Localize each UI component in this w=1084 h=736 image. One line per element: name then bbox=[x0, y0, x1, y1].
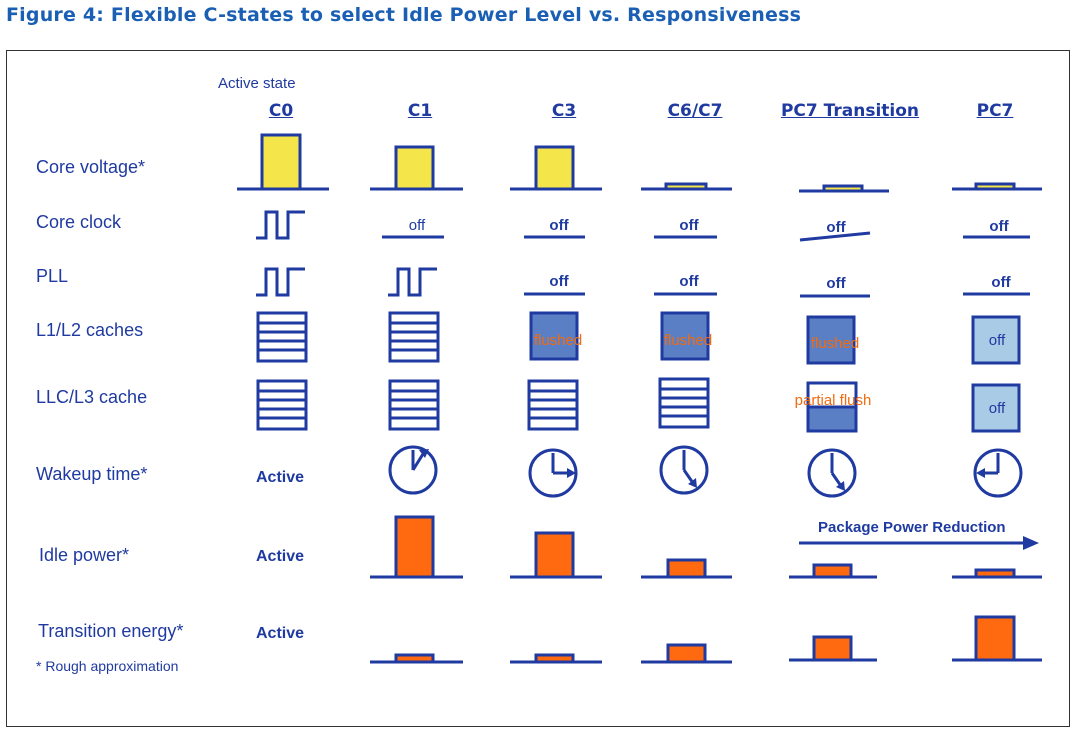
idle-power-c1-bar bbox=[370, 515, 463, 579]
core-voltage-c1-icon bbox=[370, 145, 463, 191]
llc-cache-c0-icon bbox=[256, 379, 308, 431]
wakeup-c1-clock-icon bbox=[388, 445, 438, 495]
core-voltage-pc7-icon bbox=[952, 182, 1042, 191]
core-clock-pc7-off: off bbox=[989, 218, 1009, 235]
row-label-llc-l3-cache: LLC/L3 cache bbox=[36, 387, 148, 407]
l1l2-cache-pc7t-flushed-icon bbox=[806, 315, 856, 365]
transition-energy-pc7t-bar bbox=[789, 635, 877, 662]
row-label-l1l2-caches: L1/L2 caches bbox=[36, 320, 144, 340]
idle-power-pc7-bar bbox=[952, 568, 1042, 579]
column-header-c0: C0 bbox=[268, 101, 294, 121]
core-clock-c0-waveform-icon bbox=[256, 210, 305, 240]
llc-cache-c1-icon bbox=[388, 379, 440, 431]
row-label-wakeup-time: Wakeup time* bbox=[36, 464, 148, 484]
core-clock-c6c7-off: off bbox=[679, 217, 699, 234]
idle-power-c3-bar bbox=[510, 531, 602, 579]
pll-pc7t-off: off bbox=[826, 275, 846, 292]
package-power-reduction-arrow bbox=[799, 536, 1039, 550]
l1l2-c6c7-flushed-label: flushed bbox=[663, 332, 713, 349]
row-label-pll: PLL bbox=[36, 266, 69, 286]
transition-energy-c3-bar bbox=[510, 653, 602, 664]
row-label-transition-energy: Transition energy* bbox=[38, 621, 184, 641]
package-power-reduction-label: Package Power Reduction bbox=[818, 519, 1006, 536]
wakeup-c0-active: Active bbox=[255, 469, 305, 486]
pll-c6c7-off: off bbox=[679, 273, 699, 290]
column-header-c6c7: C6/C7 bbox=[667, 101, 723, 121]
active-state-caption: Active state bbox=[218, 75, 296, 92]
core-voltage-c3-icon bbox=[510, 145, 602, 191]
core-voltage-c6c7-icon bbox=[641, 182, 732, 191]
column-header-pc7-transition: PC7 Transition bbox=[780, 101, 920, 121]
l1l2-cache-c0-icon bbox=[256, 311, 308, 363]
pll-c3-off: off bbox=[549, 273, 569, 290]
wakeup-c3-clock-icon bbox=[528, 448, 578, 498]
row-label-idle-power: Idle power* bbox=[39, 545, 130, 565]
column-header-c1: C1 bbox=[407, 101, 433, 121]
l1l2-cache-pc7-off-icon bbox=[971, 315, 1021, 365]
pll-c0-waveform-icon bbox=[256, 267, 305, 297]
wakeup-pc7-clock-icon bbox=[973, 448, 1023, 498]
wakeup-pc7t-clock-icon bbox=[807, 448, 857, 498]
transition-energy-c1-bar bbox=[370, 653, 463, 664]
transition-energy-c0-active: Active bbox=[255, 625, 305, 642]
transition-energy-c6c7-bar bbox=[641, 643, 732, 664]
llc-cache-pc7-off-icon bbox=[971, 383, 1021, 433]
l1l2-c3-flushed-label: flushed bbox=[533, 332, 583, 349]
transition-energy-pc7-bar bbox=[952, 615, 1042, 662]
core-clock-c3-off: off bbox=[549, 217, 569, 234]
l1l2-pc7t-flushed-label: flushed bbox=[810, 335, 860, 352]
core-clock-pc7t-off-line bbox=[799, 231, 871, 242]
idle-power-c0-active: Active bbox=[255, 548, 305, 565]
core-clock-pc7t-off: off bbox=[826, 219, 846, 236]
llc-cache-c6c7-icon bbox=[658, 377, 710, 429]
core-voltage-c0-icon bbox=[237, 133, 329, 191]
wakeup-c6c7-clock-icon bbox=[659, 445, 709, 495]
core-clock-c1-off: off bbox=[408, 217, 426, 234]
pll-c1-waveform-icon bbox=[388, 267, 437, 297]
footnote: * Rough approximation bbox=[36, 658, 179, 674]
core-voltage-pc7-transition-icon bbox=[799, 184, 889, 193]
pll-pc7-off: off bbox=[991, 274, 1011, 291]
llc-cache-c3-icon bbox=[527, 379, 579, 431]
llc-pc7t-partial-flush-label: partial flush bbox=[794, 392, 872, 409]
column-header-pc7: PC7 bbox=[976, 101, 1014, 121]
diagram-frame: Active state C0 C1 C3 C6/C7 PC7 Transiti… bbox=[6, 50, 1070, 727]
llc-cache-pc7t-partial-flush-icon bbox=[806, 381, 858, 433]
l1l2-cache-c1-icon bbox=[388, 311, 440, 363]
idle-power-pc7t-bar bbox=[789, 563, 877, 579]
row-label-core-voltage: Core voltage* bbox=[36, 157, 146, 177]
row-label-core-clock: Core clock bbox=[36, 212, 122, 232]
figure-title: Figure 4: Flexible C-states to select Id… bbox=[6, 4, 802, 26]
column-header-c3: C3 bbox=[551, 101, 577, 121]
llc-pc7-off-label: off bbox=[988, 400, 1006, 417]
idle-power-c6c7-bar bbox=[641, 558, 732, 579]
l1l2-cache-c6c7-flushed-icon bbox=[660, 311, 710, 361]
l1l2-cache-c3-flushed-icon bbox=[529, 311, 579, 361]
l1l2-pc7-off-label: off bbox=[988, 332, 1006, 349]
diagram-graphics bbox=[237, 133, 1042, 664]
